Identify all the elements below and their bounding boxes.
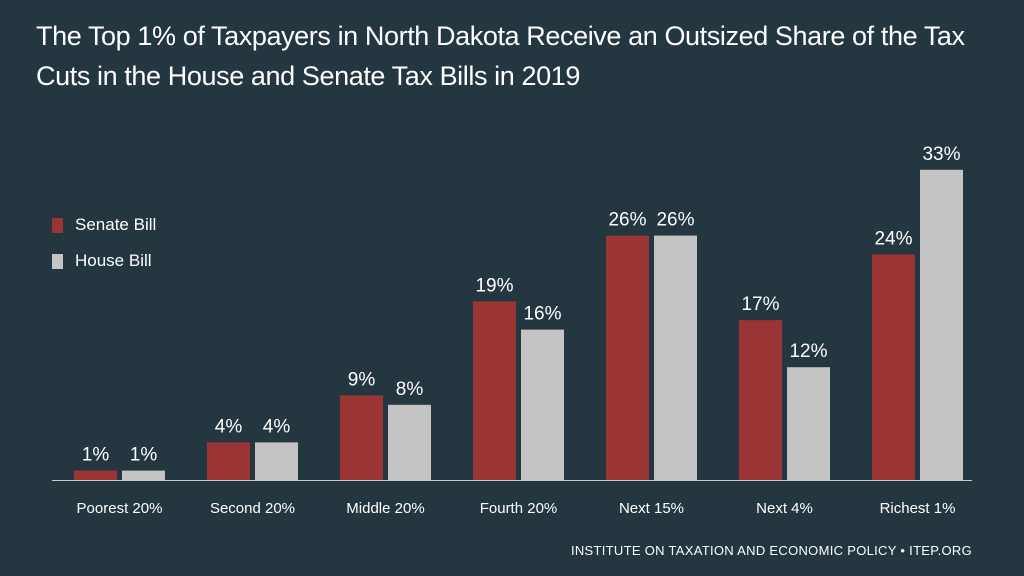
- data-label-house-6: 33%: [922, 144, 960, 165]
- data-label-senate-4: 26%: [608, 210, 646, 231]
- bar-house-3: [521, 329, 564, 480]
- bar-house-2: [388, 404, 431, 480]
- legend-label-house: House Bill: [75, 251, 152, 270]
- data-label-house-1: 4%: [263, 416, 291, 437]
- bar-house-4: [654, 235, 697, 480]
- data-label-house-3: 16%: [523, 304, 561, 325]
- category-label-0: Poorest 20%: [77, 500, 163, 517]
- legend: Senate Bill House Bill: [52, 212, 156, 284]
- data-label-house-0: 1%: [130, 445, 158, 466]
- bar-senate-2: [340, 395, 383, 480]
- bar-senate-3: [473, 301, 516, 480]
- bar-house-6: [920, 169, 963, 481]
- data-label-senate-0: 1%: [82, 445, 110, 466]
- footer-source: INSTITUTE ON TAXATION AND ECONOMIC POLIC…: [570, 543, 972, 558]
- legend-swatch-senate: [52, 217, 63, 233]
- bar-senate-0: [74, 470, 117, 480]
- category-label-2: Middle 20%: [346, 500, 424, 517]
- category-label-1: Second 20%: [210, 500, 295, 517]
- data-label-senate-2: 9%: [348, 369, 376, 390]
- data-label-house-4: 26%: [656, 210, 694, 231]
- bar-senate-4: [606, 235, 649, 480]
- bar-house-0: [122, 470, 165, 480]
- legend-swatch-house: [52, 253, 63, 269]
- data-label-senate-3: 19%: [475, 275, 513, 296]
- data-label-house-5: 12%: [789, 341, 827, 362]
- legend-item-senate: Senate Bill: [52, 212, 156, 238]
- bar-senate-6: [872, 254, 915, 480]
- category-label-5: Next 4%: [756, 500, 813, 517]
- category-label-4: Next 15%: [619, 500, 684, 517]
- data-label-house-2: 8%: [396, 379, 424, 400]
- bar-house-1: [255, 442, 298, 480]
- bar-senate-1: [207, 442, 250, 480]
- legend-item-house: House Bill: [52, 248, 156, 274]
- chart-title-line-1: The Top 1% of Taxpayers in North Dakota …: [36, 21, 965, 51]
- chart-title-line-2: Cuts in the House and Senate Tax Bills i…: [36, 61, 580, 91]
- legend-label-senate: Senate Bill: [75, 215, 157, 234]
- category-label-6: Richest 1%: [880, 500, 956, 517]
- bar-senate-5: [739, 320, 782, 480]
- category-label-3: Fourth 20%: [480, 500, 558, 517]
- chart-title: The Top 1% of Taxpayers in North Dakota …: [36, 16, 996, 96]
- data-label-senate-5: 17%: [741, 294, 779, 315]
- data-label-senate-6: 24%: [874, 228, 912, 249]
- bar-house-5: [787, 367, 830, 480]
- data-label-senate-1: 4%: [215, 416, 243, 437]
